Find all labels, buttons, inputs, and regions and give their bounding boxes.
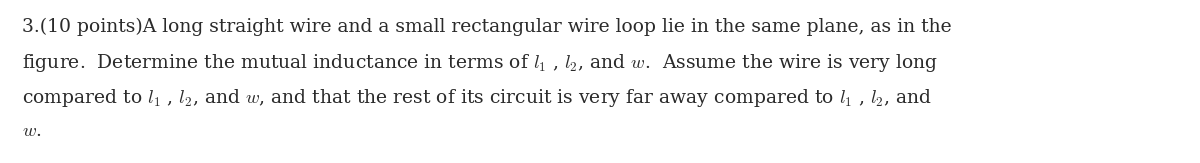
Text: $w$.: $w$. [22,122,42,140]
Text: compared to $l_1$ , $l_2$, and $w$, and that the rest of its circuit is very far: compared to $l_1$ , $l_2$, and $w$, and … [22,87,932,109]
Text: figure.  Determine the mutual inductance in terms of $l_1$ , $l_2$, and $w$.  As: figure. Determine the mutual inductance … [22,52,938,74]
Text: 3.(10 points)A long straight wire and a small rectangular wire loop lie in the s: 3.(10 points)A long straight wire and a … [22,18,952,36]
